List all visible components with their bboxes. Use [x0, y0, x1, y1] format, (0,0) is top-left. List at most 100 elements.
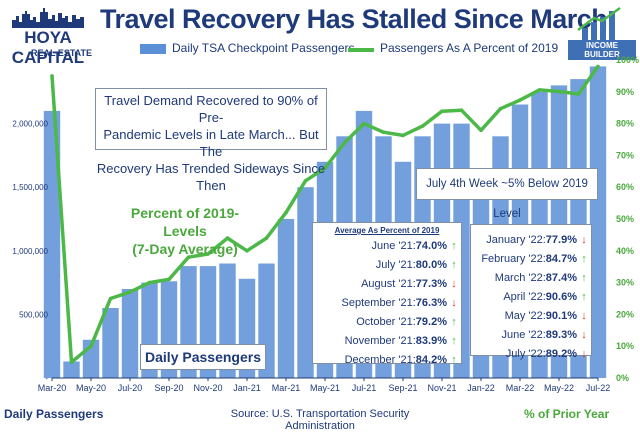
x-tick-label: Mar-22 [506, 383, 535, 393]
row-value: 76.3% [415, 297, 447, 309]
line-point [557, 89, 561, 94]
bar [43, 110, 61, 379]
july-annotation: July 4th Week ~5% Below 2019 Level [416, 168, 598, 220]
line-point [401, 133, 405, 138]
arrow-down-icon: ↓ [581, 234, 587, 246]
line-point [537, 88, 542, 92]
x-tick-label: Jan-22 [467, 383, 495, 393]
y-right-tick-label: 70% [616, 150, 634, 160]
arrow-up-icon: ↑ [581, 291, 587, 303]
line-point [108, 296, 113, 301]
x-tick-label: Nov-20 [193, 383, 222, 393]
line-point [225, 236, 230, 240]
table-header: Average As Percent of 2019 [334, 226, 440, 235]
y-right-tick-label: 50% [616, 214, 634, 224]
y-right-tick-label: 100% [616, 55, 639, 65]
row-value: 83.9% [415, 335, 447, 347]
y-right-tick-label: 20% [616, 309, 634, 319]
arrow-up-icon: ↑ [451, 259, 457, 271]
table-row: September '21: 76.3% ↓ [313, 294, 461, 313]
table-row: January '22: 77.9% ↓ [471, 231, 591, 250]
x-tick-label: May-22 [544, 383, 574, 393]
table-row: June '22: 89.3% ↓ [471, 326, 591, 345]
x-tick-label: May-21 [310, 383, 340, 393]
row-value: 84.2% [415, 354, 447, 366]
growth-bars-icon [577, 6, 621, 40]
y-right-tick-label: 10% [616, 341, 634, 351]
table-row: December '21: 84.2% ↑ [313, 351, 461, 370]
line-point [206, 252, 210, 256]
axes: - 500,000 1,000,000 1,500,000 2,000,000 0% 10%… [12, 55, 639, 393]
table-row: October '21: 79.2% ↑ [313, 313, 461, 332]
arrow-up-icon: ↑ [451, 316, 457, 328]
line-point [186, 255, 191, 259]
row-value: 90.6% [545, 291, 577, 303]
table-row: July '22: 89.2% ↓ [471, 345, 591, 364]
legend-bar-label: Daily TSA Checkpoint Passengers [172, 41, 355, 55]
income-builder-logo: INCOME BUILDER [568, 6, 636, 60]
line-point [381, 130, 386, 134]
x-tick-label: Mar-21 [272, 383, 301, 393]
line-point [69, 360, 74, 364]
arrow-down-icon: ↓ [581, 329, 587, 341]
row-month: February '22: [481, 253, 546, 265]
logo-line-1: HOYA CAPITAL [11, 28, 85, 67]
table-row: November '21: 83.9% ↑ [313, 332, 461, 351]
line-point [284, 210, 288, 215]
row-month: September '21: [341, 297, 416, 309]
line-point [147, 280, 152, 285]
row-value: 89.2% [545, 348, 577, 360]
line-point [459, 108, 464, 112]
y-left-tick-label: 1,500,000 [12, 183, 48, 192]
line-point [576, 92, 581, 96]
y-left-tick-label: 1,000,000 [12, 247, 48, 256]
y-right-tick-label: 0% [616, 373, 629, 383]
table-row: July '21: 80.0% ↑ [313, 256, 461, 275]
series-label-line-1: Percent of 2019-Levels [130, 205, 240, 239]
row-value: 77.3% [415, 278, 447, 290]
annotation-line-3: Recovery Has Trended Sideways Since Then [96, 161, 326, 193]
row-value: 80.0% [415, 259, 447, 271]
y-right-tick-label: 60% [616, 182, 634, 192]
line-point [323, 166, 327, 170]
x-tick-label: Sep-21 [388, 383, 417, 393]
row-month: August '21: [361, 278, 416, 290]
legend-line-swatch [348, 48, 374, 52]
row-value: 90.1% [545, 310, 577, 322]
row-value: 84.7% [545, 253, 577, 265]
table-row: August '21: 77.3% ↓ [313, 275, 461, 294]
table-row: February '22: 84.7% ↑ [471, 250, 591, 269]
bar [297, 187, 314, 378]
annotation-line-2: Pandemic Levels in Late March... But The [103, 127, 319, 159]
row-month: July '21: [375, 259, 416, 271]
line-point [596, 64, 600, 69]
row-value: 74.0% [415, 240, 447, 252]
series-label-line-2: (7-Day Average) [132, 241, 238, 257]
x-tick-label: Jul-21 [352, 383, 377, 393]
table-row: March '22: 87.4% ↑ [471, 269, 591, 288]
table-2022-rows: January '22: 77.9% ↓ February '22: 84.7% ↑ M… [471, 231, 591, 364]
y-right-tick-label: 90% [616, 87, 634, 97]
x-tick-label: Jul-22 [586, 383, 611, 393]
table-2022: January '22: 77.9% ↓ February '22: 84.7% ↑ M… [470, 224, 592, 360]
arrow-up-icon: ↑ [451, 335, 457, 347]
row-value: 79.2% [415, 316, 447, 328]
line-point [245, 249, 249, 253]
series-label: Percent of 2019-Levels (7-Day Average) [110, 204, 260, 258]
table-2021-rows: June '21: 74.0% ↑ July '21: 80.0% ↑ August '… [313, 237, 461, 370]
x-tick-label: Nov-21 [427, 383, 456, 393]
row-month: May '22: [504, 310, 546, 322]
line-point [167, 277, 171, 282]
y-right-tick-label: 40% [616, 246, 634, 256]
table-row: May '22: 90.1% ↓ [471, 307, 591, 326]
x-tick-label: Mar-20 [38, 383, 67, 393]
table-row: June '21: 74.0% ↑ [313, 237, 461, 256]
source-note: Source: U.S. Transportation Security Adm… [230, 408, 410, 432]
line-point [518, 98, 522, 102]
row-value: 77.9% [545, 234, 577, 246]
row-value: 89.3% [545, 329, 577, 341]
legend: Daily TSA Checkpoint Passengers Passenge… [140, 40, 560, 58]
arrow-up-icon: ↑ [451, 240, 457, 252]
logo-line-2: REAL ESTATE [30, 48, 92, 58]
